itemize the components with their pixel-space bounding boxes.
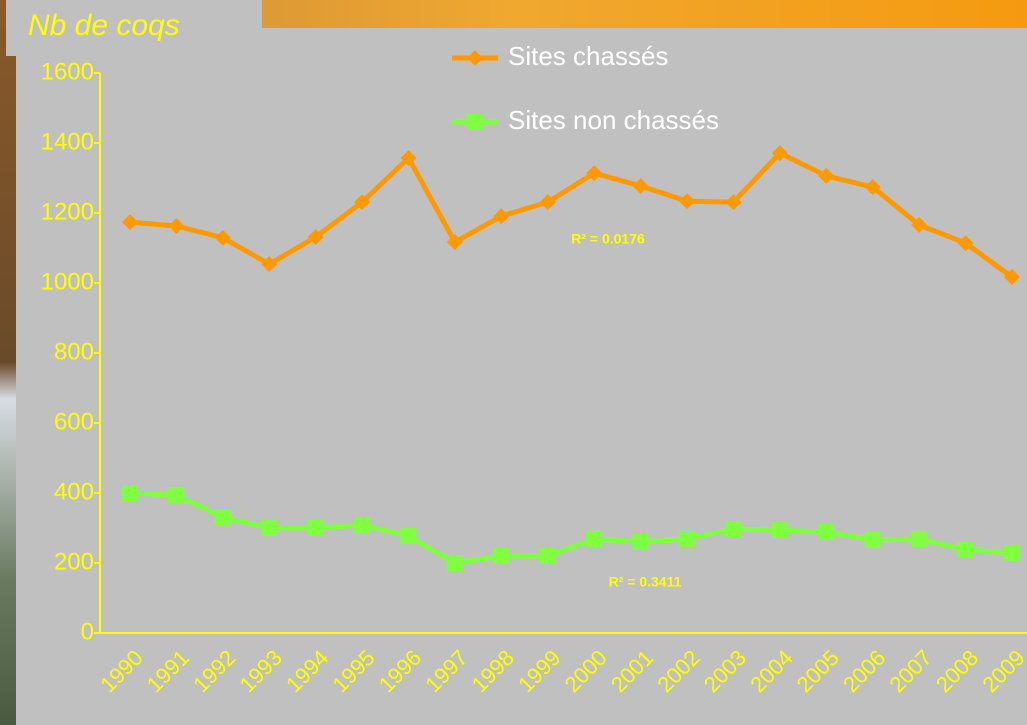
legend-label: Sites non chassés bbox=[508, 105, 719, 135]
marker bbox=[446, 555, 463, 571]
marker bbox=[354, 194, 371, 211]
side-image bbox=[0, 0, 16, 725]
y-tick-label: 1600 bbox=[41, 58, 94, 85]
marker bbox=[679, 193, 696, 210]
marker bbox=[261, 520, 278, 536]
marker bbox=[446, 234, 463, 251]
marker bbox=[539, 548, 556, 564]
marker bbox=[493, 548, 510, 564]
marker bbox=[957, 235, 974, 252]
y-tick-label: 600 bbox=[54, 408, 94, 435]
marker bbox=[586, 530, 603, 547]
marker bbox=[911, 530, 928, 547]
marker bbox=[725, 521, 742, 538]
marker bbox=[539, 194, 556, 211]
marker bbox=[632, 178, 649, 195]
marker bbox=[725, 194, 742, 211]
marker bbox=[261, 256, 278, 273]
annotation: R² = 0.3411 bbox=[609, 574, 682, 590]
marker bbox=[1004, 544, 1020, 561]
chart-title: Nb de coqs bbox=[28, 9, 180, 42]
y-tick-label: 0 bbox=[81, 618, 94, 645]
marker bbox=[400, 150, 417, 167]
series-line bbox=[129, 150, 1014, 280]
legend-marker bbox=[467, 50, 483, 66]
marker bbox=[122, 214, 138, 231]
y-tick-label: 800 bbox=[54, 338, 94, 365]
marker bbox=[307, 520, 324, 536]
marker bbox=[818, 167, 835, 184]
marker bbox=[168, 217, 185, 234]
y-tick-label: 1400 bbox=[41, 128, 94, 155]
marker bbox=[493, 208, 510, 225]
marker bbox=[122, 485, 138, 501]
marker bbox=[864, 531, 881, 548]
legend-label: Sites chassés bbox=[508, 41, 668, 71]
marker bbox=[400, 528, 417, 545]
marker bbox=[632, 534, 649, 550]
marker bbox=[957, 542, 974, 559]
legend-marker bbox=[467, 114, 483, 130]
y-tick-label: 200 bbox=[54, 548, 94, 575]
marker bbox=[818, 523, 835, 540]
marker bbox=[586, 165, 603, 182]
marker bbox=[679, 530, 696, 547]
marker bbox=[307, 229, 324, 246]
marker bbox=[168, 487, 185, 504]
marker bbox=[771, 145, 788, 162]
marker bbox=[1004, 269, 1020, 286]
marker bbox=[864, 179, 881, 196]
marker bbox=[354, 516, 371, 533]
marker bbox=[214, 509, 231, 526]
y-tick-label: 1200 bbox=[41, 198, 94, 225]
y-tick-label: 400 bbox=[54, 478, 94, 505]
y-tick-label: 1000 bbox=[41, 268, 94, 295]
title-box bbox=[6, 0, 262, 56]
marker bbox=[771, 522, 788, 539]
annotation: R² = 0.0176 bbox=[571, 231, 645, 247]
marker bbox=[214, 229, 231, 246]
marker bbox=[911, 216, 928, 233]
